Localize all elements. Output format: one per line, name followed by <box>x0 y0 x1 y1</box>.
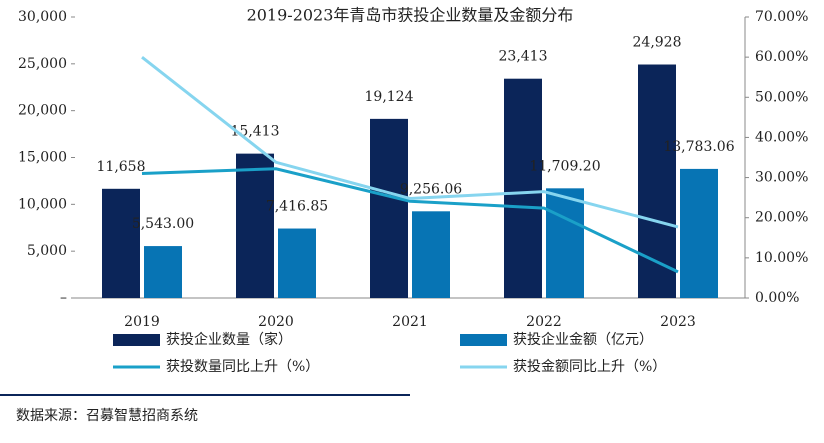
line-series <box>141 55 679 229</box>
bar <box>680 168 718 298</box>
y2-tick-label: 0.00% <box>755 290 799 306</box>
y-tick-label: 10,000 <box>18 196 67 212</box>
y2-tick-label: 70.00% <box>755 9 808 25</box>
y-tick-label: – <box>60 290 67 306</box>
data-label: 19,124 <box>365 89 414 105</box>
y2-tick-label: 50.00% <box>755 89 808 105</box>
data-label: 5,543.00 <box>132 216 194 232</box>
data-label: 11,709.20 <box>529 158 600 174</box>
x-tick-label: 2022 <box>526 314 562 330</box>
y2-tick-label: 60.00% <box>755 49 808 65</box>
x-tick-label: 2020 <box>258 314 294 330</box>
y-tick-label: 30,000 <box>18 9 67 25</box>
y-tick-label: 25,000 <box>18 56 67 72</box>
x-tick-label: 2023 <box>660 314 696 330</box>
y-tick-label: 20,000 <box>18 103 67 119</box>
y-tick-label: 5,000 <box>27 243 67 259</box>
bar <box>546 188 584 298</box>
y2-tick-label: 10.00% <box>755 250 808 266</box>
legend-swatch <box>113 334 160 346</box>
data-label: 7,416.85 <box>266 199 328 215</box>
bar <box>236 153 274 298</box>
bar <box>144 246 182 298</box>
data-label: 24,928 <box>633 35 682 51</box>
y2-tick-label: 30.00% <box>755 170 808 186</box>
line-series <box>141 167 679 274</box>
data-label: 9,256.06 <box>400 181 462 197</box>
x-tick-label: 2021 <box>392 314 428 330</box>
legend-label: 获投企业数量（家） <box>166 331 292 348</box>
data-label: 13,783.06 <box>663 139 734 155</box>
bar <box>412 211 450 298</box>
y2-tick-label: 20.00% <box>755 210 808 226</box>
legend-swatch <box>460 334 507 346</box>
legend-label: 获投数量同比上升（%） <box>166 359 319 375</box>
y-tick-label: 15,000 <box>18 150 67 166</box>
x-tick-label: 2019 <box>124 314 160 330</box>
data-label: 23,413 <box>499 49 548 65</box>
bar <box>638 64 676 298</box>
y2-tick-label: 40.00% <box>755 129 808 145</box>
legend-label: 获投企业金额（亿元） <box>513 331 653 348</box>
data-label: 11,658 <box>97 159 146 175</box>
bar <box>370 118 408 299</box>
chart-title: 2019-2023年青岛市获投企业数量及金额分布 <box>247 6 574 25</box>
legend-label: 获投金额同比上升（%） <box>513 359 666 375</box>
source-note: 数据来源：召募智慧招商系统 <box>16 408 198 424</box>
bar <box>102 188 140 298</box>
bar <box>278 228 316 298</box>
bar <box>504 78 542 298</box>
